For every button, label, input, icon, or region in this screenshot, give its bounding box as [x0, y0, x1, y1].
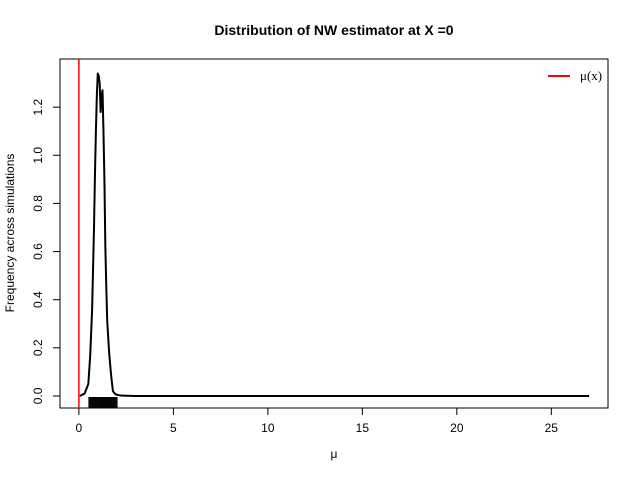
y-tick-label: 1.2 — [31, 98, 45, 115]
density-line — [79, 72, 590, 397]
x-tick-label: 10 — [261, 421, 275, 435]
y-axis: 0.0 0.2 0.4 0.6 0.8 1.0 1.2 — [31, 98, 61, 404]
y-tick-label: 0.0 — [31, 387, 45, 404]
legend: μ(x) — [548, 68, 602, 83]
plot-area — [78, 59, 590, 408]
legend-label: μ(x) — [580, 68, 602, 83]
plot-frame — [59, 58, 609, 409]
x-tick-label: 5 — [170, 421, 177, 435]
y-tick-label: 0.4 — [31, 291, 45, 308]
x-axis-label: μ — [331, 447, 338, 461]
x-tick-label: 20 — [450, 421, 464, 435]
y-tick-label: 0.8 — [31, 195, 45, 212]
x-axis: 0 5 10 15 20 25 — [76, 407, 559, 435]
x-tick-label: 15 — [356, 421, 370, 435]
x-tick-label: 0 — [76, 421, 83, 435]
y-axis-label: Frequency across simulations — [3, 154, 17, 313]
y-tick-label: 1.0 — [31, 147, 45, 164]
x-tick-label: 25 — [545, 421, 559, 435]
y-tick-label: 0.6 — [31, 243, 45, 260]
chart-title: Distribution of NW estimator at X =0 — [214, 22, 453, 38]
y-tick-label: 0.2 — [31, 339, 45, 356]
